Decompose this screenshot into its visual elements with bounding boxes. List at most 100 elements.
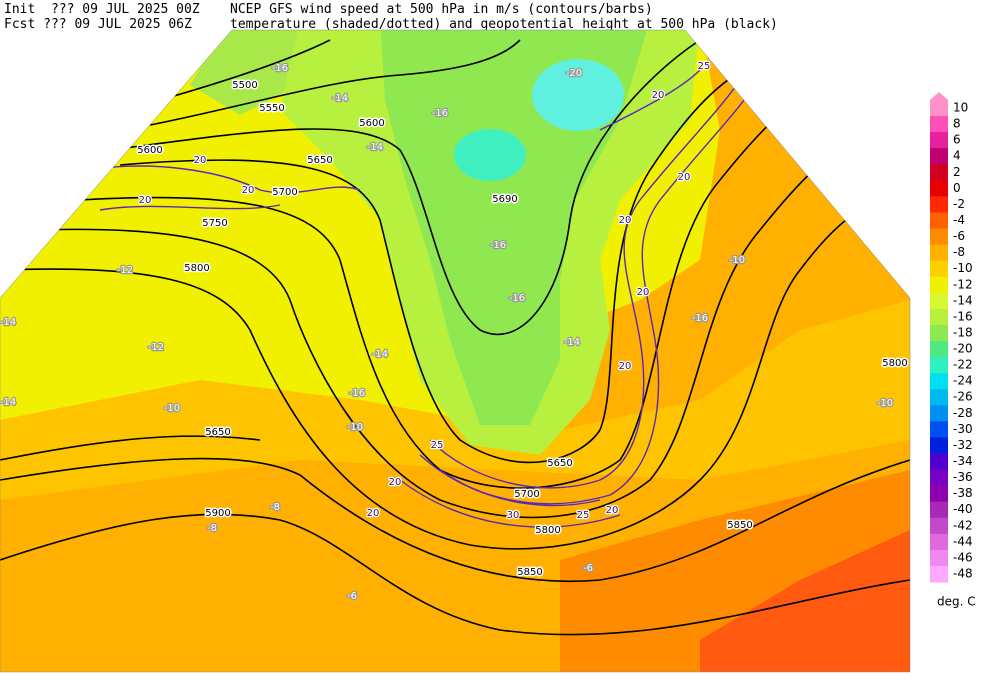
colorbar-swatch: [930, 453, 948, 471]
colorbar-swatch: [930, 549, 948, 567]
colorbar-label: -40: [953, 502, 973, 516]
wind-speed-label: 20: [637, 287, 650, 298]
height-contours: [0, 39, 910, 636]
colorbar-label: -4: [953, 213, 965, 227]
colorbar-label: -2: [953, 197, 965, 211]
colorbar-label: -18: [953, 325, 973, 339]
colorbar-label: -24: [953, 374, 973, 388]
colorbar-swatch: [930, 260, 948, 278]
shade-cold-core: [532, 59, 624, 131]
colorbar-label: -38: [953, 486, 973, 500]
colorbar-swatch: [930, 180, 948, 197]
temperature-label: -16: [349, 388, 365, 399]
colorbar-label: 8: [953, 117, 961, 131]
wind-speed-label: 20: [619, 361, 632, 372]
height-label: 5800: [184, 263, 209, 274]
wind-speed-label: 20: [678, 172, 691, 183]
colorbar-swatch: [930, 565, 948, 583]
wind-speed-label: 25: [577, 510, 590, 521]
temperature-label: -6: [347, 591, 357, 602]
colorbar-swatch: [930, 341, 948, 358]
height-label: 5850: [517, 567, 542, 578]
colorbar-label: 2: [953, 165, 961, 179]
wind-speed-label: 30: [507, 510, 520, 521]
colorbar-label: -20: [953, 342, 973, 356]
colorbar-label: -44: [953, 534, 973, 548]
colorbar-label: -34: [953, 454, 973, 468]
height-label: 5800: [535, 525, 560, 536]
temperature-label: -16: [272, 63, 288, 74]
height-label: 5500: [232, 80, 257, 91]
colorbar-swatch: [930, 116, 948, 133]
colorbar-label: -46: [953, 550, 973, 564]
temperature-label: -10: [164, 403, 180, 414]
temperature-label: -8: [270, 502, 280, 513]
wind-speed-label: 20: [139, 195, 152, 206]
height-label: 5750: [202, 218, 227, 229]
temperature-label: -14: [564, 337, 580, 348]
colorbar-swatch: [930, 99, 948, 117]
temperature-label: -16: [509, 293, 525, 304]
temperature-label: -16: [432, 108, 448, 119]
shade-band: [0, 300, 910, 500]
temperature-label: -14: [367, 142, 383, 153]
colorbar-label: -28: [953, 406, 973, 420]
colorbar-swatch: [930, 517, 948, 535]
temperature-label: -14: [0, 397, 16, 408]
colorbar-swatch: [930, 533, 948, 551]
colorbar-label: -10: [953, 261, 973, 275]
map-border: [0, 29, 911, 673]
wind-speed-label: 20: [606, 505, 619, 516]
colorbar-label: -30: [953, 422, 973, 436]
height-label: 5550: [259, 103, 284, 114]
colorbar: 10 8 6 4 2 0 -2 -4 -6 -8 -10 -12 -14 -16 -18 -20 -22 -24 -…: [930, 92, 973, 583]
forecast-time: Fcst ??? 09 JUL 2025 06Z: [4, 17, 192, 32]
height-label: 5650: [205, 427, 230, 438]
colorbar-swatch: [930, 164, 948, 181]
colorbar-swatch: [930, 373, 948, 390]
colorbar-label: 10: [953, 101, 968, 115]
wind-speed-label: 20: [242, 185, 255, 196]
temperature-label: -20: [566, 68, 582, 79]
title-line-2: temperature (shaded/dotted) and geopoten…: [230, 17, 778, 32]
colorbar-label: -6: [953, 229, 965, 243]
shade-cold-core: [454, 129, 526, 181]
temperature-label: -12: [148, 342, 164, 353]
temperature-label: -6: [583, 563, 593, 574]
colorbar-swatch: [930, 421, 948, 438]
init-time: Init ??? 09 JUL 2025 00Z: [4, 2, 200, 17]
colorbar-swatch: [930, 228, 948, 246]
temperature-label: -8: [207, 523, 217, 534]
wind-speed-label: 25: [698, 61, 711, 72]
colorbar-swatch: [930, 212, 948, 230]
colorbar-label: -32: [953, 438, 973, 452]
colorbar-label: 4: [953, 149, 961, 163]
height-label: 5800: [882, 358, 907, 369]
height-label: 5900: [205, 508, 230, 519]
colorbar-swatch: [930, 292, 948, 310]
height-label: 5600: [359, 118, 384, 129]
colorbar-swatch: [930, 389, 948, 406]
wind-speed-label: 20: [367, 508, 380, 519]
height-label: 5650: [307, 155, 332, 166]
wind-speed-label: 20: [389, 477, 402, 488]
temperature-label: -10: [347, 422, 363, 433]
height-label: 5850: [727, 520, 752, 531]
colorbar-label: -16: [953, 309, 973, 323]
title-line-1: NCEP GFS wind speed at 500 hPa in m/s (c…: [230, 2, 653, 17]
colorbar-label: 6: [953, 133, 961, 147]
temperature-label: -12: [117, 265, 133, 276]
colorbar-label: -12: [953, 277, 973, 291]
colorbar-arrow: [930, 92, 948, 100]
wind-speed-label: 20: [194, 155, 207, 166]
height-label: 5690: [492, 194, 517, 205]
map-area: [0, 30, 910, 672]
colorbar-label: 0: [953, 181, 961, 195]
colorbar-swatch: [930, 437, 948, 454]
temperature-label: -16: [490, 240, 506, 251]
colorbar-swatch: [930, 469, 948, 487]
temperature-label: -14: [332, 93, 348, 104]
wind-speed-label: 20: [652, 90, 665, 101]
colorbar-label: -48: [953, 567, 973, 581]
height-label: 5600: [137, 145, 162, 156]
